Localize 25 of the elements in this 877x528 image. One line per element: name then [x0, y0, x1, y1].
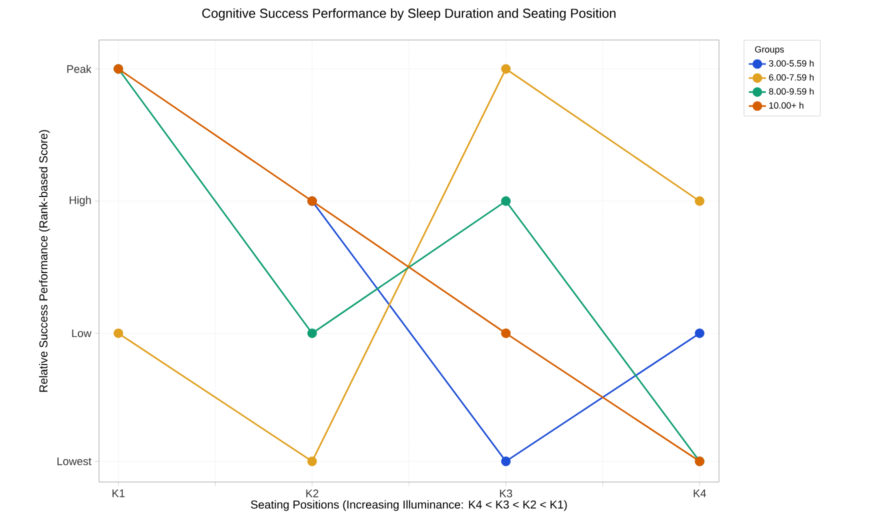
- legend-label: 10.00+ h: [769, 102, 804, 109]
- x-tick-label: K1: [112, 490, 125, 498]
- point: [307, 456, 317, 466]
- y-axis-title: Relative Success Performance (Rank-based Score): [39, 130, 50, 392]
- legend-label: 3.00-5.59 h: [769, 60, 814, 67]
- point: [114, 328, 124, 338]
- x-axis-title: Seating Positions (Increasing Illuminance: K4 < K3 < K2 < K1): [250, 500, 567, 511]
- chart-title: Cognitive Success Performance by Sleep Duration and Seating Position: [202, 8, 616, 20]
- point: [694, 328, 704, 338]
- legend-label: 8.00-9.59 h: [769, 88, 814, 95]
- point: [307, 328, 317, 338]
- legend-label: 6.00-7.59 h: [769, 74, 814, 81]
- text: High: [70, 196, 91, 206]
- x-tick-label: K3: [500, 490, 512, 498]
- point: [501, 456, 511, 466]
- text: Low: [72, 329, 92, 338]
- point: [501, 64, 511, 74]
- text: Peak: [67, 64, 92, 73]
- legend-title: Groups: [755, 46, 784, 54]
- point: [501, 328, 511, 338]
- x-tick-label: K2: [306, 490, 318, 498]
- point: [694, 196, 704, 206]
- point: [501, 196, 511, 206]
- x-tick-label: K4: [694, 490, 706, 498]
- text: Lowest: [58, 458, 92, 466]
